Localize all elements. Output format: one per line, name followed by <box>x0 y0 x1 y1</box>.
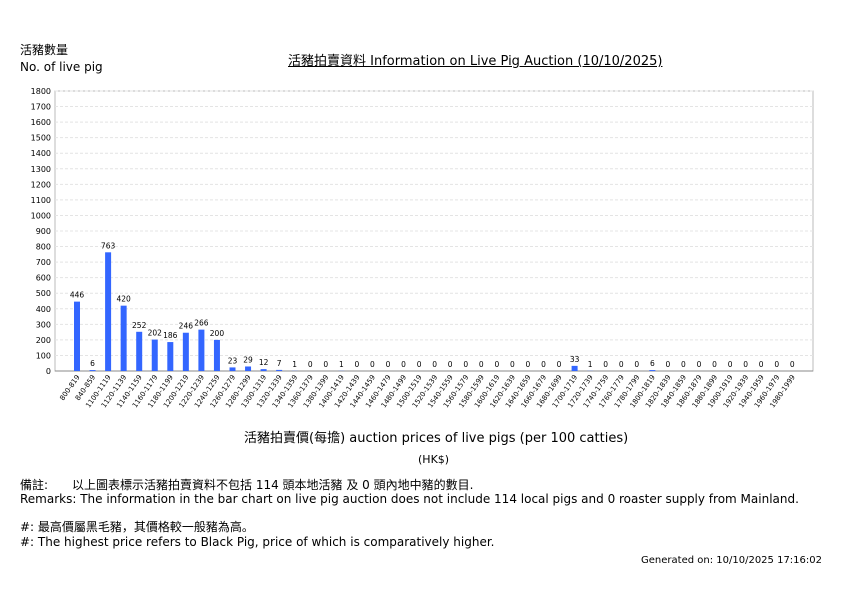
data-label: 252 <box>132 321 147 330</box>
data-label: 763 <box>101 241 116 250</box>
data-label: 0 <box>386 360 391 369</box>
y-tick-label: 800 <box>36 243 51 252</box>
y-tick-label: 700 <box>36 258 51 267</box>
data-label: 0 <box>790 360 795 369</box>
data-label: 1 <box>588 360 593 369</box>
data-label: 266 <box>194 319 209 328</box>
x-axis-unit: (HK$) <box>418 453 450 466</box>
bar <box>213 339 220 371</box>
data-label: 0 <box>759 360 764 369</box>
generated-timestamp: Generated on: 10/10/2025 17:16:02 <box>641 555 822 566</box>
y-axis-label: 活豬數量 No. of live pig <box>20 42 103 76</box>
y-tick-label: 1400 <box>31 149 51 158</box>
bar <box>167 342 174 371</box>
y-tick-label: 1300 <box>31 165 51 174</box>
bar <box>120 305 127 371</box>
data-label: 0 <box>308 360 313 369</box>
y-tick-label: 1600 <box>31 118 51 127</box>
data-label: 246 <box>179 322 194 331</box>
data-label: 186 <box>163 331 178 340</box>
y-tick-label: 1800 <box>31 87 51 96</box>
data-label: 0 <box>323 360 328 369</box>
data-label: 0 <box>603 360 608 369</box>
data-label: 0 <box>619 360 624 369</box>
y-tick-label: 600 <box>36 274 51 283</box>
data-label: 0 <box>401 360 406 369</box>
bar <box>151 339 158 371</box>
remarks-text-zh: 以上圖表標示活豬拍賣資料不包括 114 頭本地活豬 及 0 頭內地中豬的數目. <box>72 478 474 492</box>
bar <box>229 367 236 371</box>
bar <box>649 370 656 371</box>
data-label: 200 <box>210 329 225 338</box>
chart-title: 活豬拍賣資料 Information on Live Pig Auction (… <box>288 54 663 69</box>
data-label: 0 <box>666 360 671 369</box>
data-label: 0 <box>526 360 531 369</box>
data-label: 0 <box>557 360 562 369</box>
y-tick-label: 1500 <box>31 134 51 143</box>
remarks-en: Remarks: The information in the bar char… <box>20 492 799 506</box>
data-label: 0 <box>681 360 686 369</box>
data-label: 6 <box>90 359 95 368</box>
data-label: 0 <box>448 360 453 369</box>
y-tick-label: 1100 <box>31 196 51 205</box>
data-label: 0 <box>494 360 499 369</box>
bar <box>198 329 205 371</box>
data-label: 0 <box>417 360 422 369</box>
data-label: 7 <box>277 359 282 368</box>
data-label: 0 <box>728 360 733 369</box>
plot-area <box>54 90 814 372</box>
data-label: 12 <box>259 358 269 367</box>
y-tick-label: 100 <box>36 351 51 360</box>
data-label: 0 <box>432 360 437 369</box>
note-en: #: The highest price refers to Black Pig… <box>20 535 495 549</box>
data-label: 23 <box>228 356 238 365</box>
data-label: 202 <box>148 329 163 338</box>
y-tick-label: 1700 <box>31 103 51 112</box>
y-label-zh: 活豬數量 <box>20 43 69 57</box>
y-tick-label: 1200 <box>31 180 51 189</box>
data-label: 1 <box>292 360 297 369</box>
data-label: 0 <box>697 360 702 369</box>
data-label: 6 <box>650 359 655 368</box>
y-tick-label: 1000 <box>31 211 51 220</box>
y-tick-label: 200 <box>36 336 51 345</box>
bar-chart: 0100200300400500600700800900100011001200… <box>31 87 814 409</box>
remarks-label: 備註: <box>20 478 49 492</box>
data-label: 1 <box>339 360 344 369</box>
data-label: 0 <box>541 360 546 369</box>
bar <box>260 369 267 371</box>
bar <box>136 331 143 371</box>
remarks-zh: 備註: 以上圖表標示活豬拍賣資料不包括 114 頭本地活豬 及 0 頭內地中豬的數… <box>20 476 473 493</box>
y-label-en: No. of live pig <box>20 60 103 74</box>
data-label: 0 <box>479 360 484 369</box>
data-label: 0 <box>370 360 375 369</box>
y-tick-label: 300 <box>36 320 51 329</box>
bar <box>571 365 578 371</box>
data-label: 0 <box>774 360 779 369</box>
data-label: 0 <box>712 360 717 369</box>
bar <box>182 332 189 371</box>
data-label: 0 <box>510 360 515 369</box>
data-label: 0 <box>743 360 748 369</box>
data-label: 420 <box>116 295 131 304</box>
y-tick-label: 0 <box>46 367 51 376</box>
bar <box>74 301 80 371</box>
note-zh: #: 最高價屬黑毛豬，其價格較一般豬為高。 <box>20 520 254 534</box>
y-tick-label: 900 <box>36 227 51 236</box>
data-label: 0 <box>634 360 639 369</box>
bar <box>276 369 283 371</box>
data-label: 29 <box>243 355 253 364</box>
y-tick-label: 500 <box>36 289 51 298</box>
data-label: 446 <box>70 291 85 300</box>
data-label: 0 <box>355 360 360 369</box>
bar <box>105 252 112 371</box>
x-axis-label: 活豬拍賣價(每擔) auction prices of live pigs (p… <box>244 431 629 446</box>
data-label: 33 <box>570 355 580 364</box>
data-label: 0 <box>463 360 468 369</box>
bar <box>89 370 96 371</box>
y-tick-label: 400 <box>36 305 51 314</box>
bar <box>245 366 252 371</box>
